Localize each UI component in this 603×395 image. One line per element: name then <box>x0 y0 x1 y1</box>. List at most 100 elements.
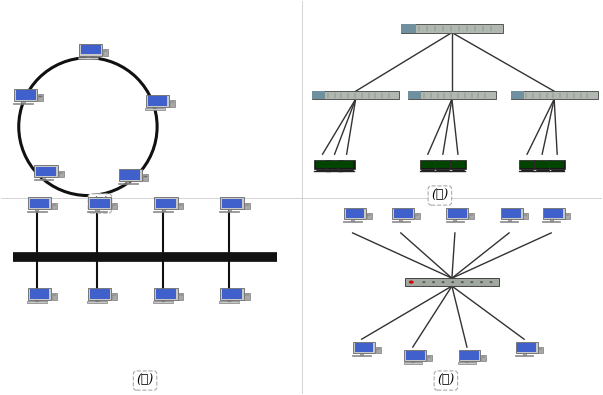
FancyBboxPatch shape <box>87 211 107 212</box>
FancyBboxPatch shape <box>566 213 570 219</box>
FancyBboxPatch shape <box>437 169 449 171</box>
FancyBboxPatch shape <box>162 209 165 211</box>
Circle shape <box>480 281 483 283</box>
FancyBboxPatch shape <box>219 211 239 212</box>
FancyBboxPatch shape <box>502 209 521 218</box>
FancyBboxPatch shape <box>28 288 51 300</box>
FancyBboxPatch shape <box>34 179 54 181</box>
Text: (Ｃ): (Ｃ) <box>136 374 154 387</box>
FancyBboxPatch shape <box>13 103 33 104</box>
FancyBboxPatch shape <box>550 219 553 221</box>
FancyBboxPatch shape <box>351 219 354 221</box>
FancyBboxPatch shape <box>316 169 329 171</box>
FancyBboxPatch shape <box>391 221 410 222</box>
FancyBboxPatch shape <box>500 221 519 222</box>
FancyBboxPatch shape <box>312 91 399 99</box>
FancyBboxPatch shape <box>156 199 175 208</box>
FancyBboxPatch shape <box>549 160 566 169</box>
FancyBboxPatch shape <box>401 24 416 32</box>
FancyBboxPatch shape <box>401 24 503 32</box>
FancyBboxPatch shape <box>88 288 112 300</box>
FancyBboxPatch shape <box>326 171 343 172</box>
FancyBboxPatch shape <box>435 160 451 169</box>
FancyBboxPatch shape <box>427 355 432 361</box>
Circle shape <box>451 281 454 283</box>
FancyBboxPatch shape <box>90 199 110 208</box>
FancyBboxPatch shape <box>35 209 39 211</box>
FancyBboxPatch shape <box>30 289 49 299</box>
FancyBboxPatch shape <box>228 209 231 211</box>
FancyBboxPatch shape <box>405 278 499 286</box>
FancyBboxPatch shape <box>38 94 43 101</box>
Circle shape <box>432 281 435 283</box>
FancyBboxPatch shape <box>340 161 353 168</box>
FancyBboxPatch shape <box>153 107 156 108</box>
FancyBboxPatch shape <box>178 293 183 300</box>
FancyBboxPatch shape <box>314 171 331 172</box>
FancyBboxPatch shape <box>343 221 362 222</box>
FancyBboxPatch shape <box>162 300 165 301</box>
FancyBboxPatch shape <box>21 101 25 103</box>
FancyBboxPatch shape <box>406 351 425 360</box>
FancyBboxPatch shape <box>534 160 551 169</box>
Circle shape <box>409 280 414 284</box>
FancyBboxPatch shape <box>16 90 36 100</box>
FancyBboxPatch shape <box>519 160 535 169</box>
FancyBboxPatch shape <box>420 171 436 172</box>
FancyBboxPatch shape <box>228 300 231 301</box>
FancyBboxPatch shape <box>469 213 474 219</box>
FancyBboxPatch shape <box>549 171 566 172</box>
FancyBboxPatch shape <box>222 199 242 208</box>
FancyBboxPatch shape <box>394 209 412 218</box>
Circle shape <box>461 281 464 283</box>
FancyBboxPatch shape <box>178 203 183 209</box>
Circle shape <box>441 281 444 283</box>
FancyBboxPatch shape <box>393 208 414 219</box>
FancyBboxPatch shape <box>448 209 467 218</box>
FancyBboxPatch shape <box>220 288 244 300</box>
FancyBboxPatch shape <box>436 161 450 168</box>
FancyBboxPatch shape <box>87 301 107 303</box>
FancyBboxPatch shape <box>340 169 353 171</box>
Circle shape <box>490 281 493 283</box>
FancyBboxPatch shape <box>538 347 543 353</box>
FancyBboxPatch shape <box>220 198 244 209</box>
FancyBboxPatch shape <box>34 166 58 177</box>
Text: (Ａ): (Ａ) <box>91 197 109 210</box>
FancyBboxPatch shape <box>58 171 64 177</box>
FancyBboxPatch shape <box>516 342 537 353</box>
FancyBboxPatch shape <box>103 49 108 56</box>
FancyBboxPatch shape <box>421 169 434 171</box>
FancyBboxPatch shape <box>376 347 380 353</box>
FancyBboxPatch shape <box>79 44 103 56</box>
FancyBboxPatch shape <box>408 91 496 99</box>
FancyBboxPatch shape <box>451 161 465 168</box>
FancyBboxPatch shape <box>27 301 46 303</box>
FancyBboxPatch shape <box>458 350 481 361</box>
FancyBboxPatch shape <box>90 289 110 299</box>
FancyBboxPatch shape <box>460 351 479 360</box>
Text: (Ｄ): (Ｄ) <box>437 374 455 387</box>
FancyBboxPatch shape <box>515 354 534 356</box>
FancyBboxPatch shape <box>222 289 242 299</box>
FancyBboxPatch shape <box>148 96 168 105</box>
FancyBboxPatch shape <box>355 343 373 352</box>
FancyBboxPatch shape <box>244 293 250 300</box>
FancyBboxPatch shape <box>399 219 402 221</box>
FancyBboxPatch shape <box>346 209 364 218</box>
FancyBboxPatch shape <box>352 354 371 356</box>
FancyBboxPatch shape <box>52 293 57 300</box>
FancyBboxPatch shape <box>403 362 422 364</box>
FancyBboxPatch shape <box>521 169 534 171</box>
FancyBboxPatch shape <box>450 160 466 169</box>
FancyBboxPatch shape <box>244 203 250 209</box>
FancyBboxPatch shape <box>170 100 175 107</box>
FancyBboxPatch shape <box>112 203 117 209</box>
FancyBboxPatch shape <box>353 342 375 353</box>
FancyBboxPatch shape <box>78 57 98 59</box>
FancyBboxPatch shape <box>420 160 436 169</box>
FancyBboxPatch shape <box>153 301 173 303</box>
FancyBboxPatch shape <box>312 91 325 99</box>
FancyBboxPatch shape <box>35 300 39 301</box>
FancyBboxPatch shape <box>156 289 175 299</box>
